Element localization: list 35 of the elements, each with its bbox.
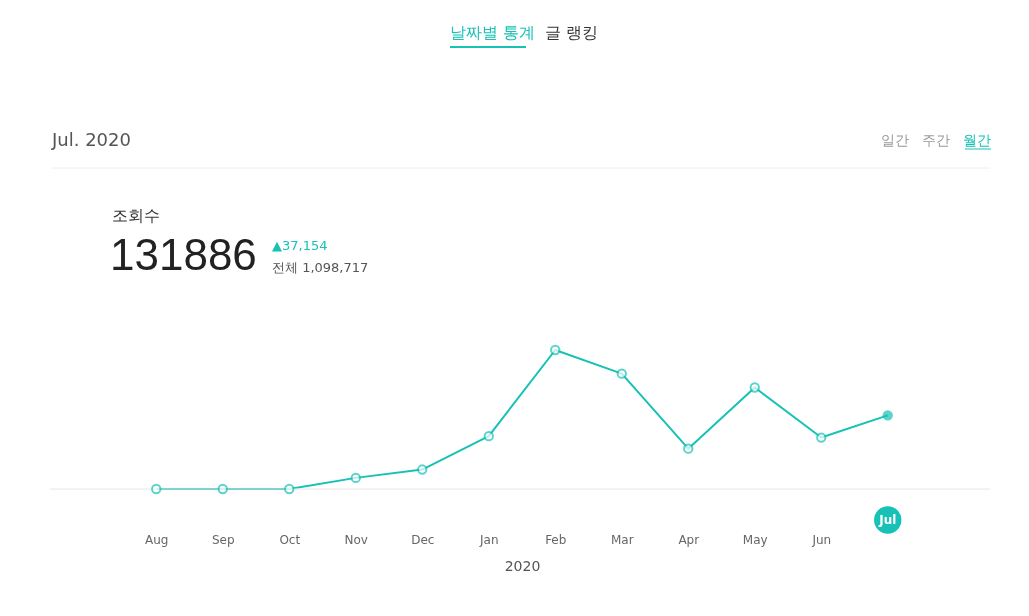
x-axis-title: 2020 bbox=[504, 557, 541, 574]
point bbox=[483, 431, 494, 442]
point bbox=[151, 483, 162, 495]
text: 글 랭킹 bbox=[545, 23, 599, 42]
text: 전체 1,098,717 bbox=[272, 260, 369, 275]
x-tick-label: Jun bbox=[811, 532, 832, 547]
x-tick-label: Sep bbox=[211, 532, 235, 547]
text: 날짜별 통계 bbox=[450, 23, 536, 42]
point bbox=[616, 368, 627, 379]
point bbox=[749, 382, 760, 393]
text: 131886 bbox=[110, 230, 257, 279]
x-tick-label: Jul bbox=[878, 513, 897, 527]
point bbox=[350, 472, 361, 484]
chart-title: Jul. 2020 bbox=[51, 129, 131, 150]
point bbox=[882, 410, 893, 421]
x-tick-label: Nov bbox=[344, 532, 368, 547]
x-tick-label: Feb bbox=[545, 532, 567, 547]
point bbox=[284, 483, 295, 495]
text: 일간 bbox=[881, 132, 909, 148]
x-tick-label: Oct bbox=[279, 532, 301, 547]
text: 주간 bbox=[922, 132, 950, 148]
x-tick-label: Apr bbox=[678, 532, 700, 547]
point bbox=[217, 483, 228, 495]
text: ▲37,154 bbox=[272, 238, 328, 253]
point bbox=[417, 464, 428, 475]
x-tick-label: Jan bbox=[479, 532, 499, 547]
text: 월간 bbox=[963, 132, 991, 148]
x-tick-label: May bbox=[742, 532, 768, 547]
text: 조회수 bbox=[112, 206, 160, 225]
x-tick-label: Aug bbox=[145, 532, 169, 547]
point bbox=[550, 344, 561, 356]
x-tick-label: Dec bbox=[411, 532, 435, 547]
point bbox=[816, 432, 827, 443]
point bbox=[683, 443, 694, 454]
x-tick-label: Mar bbox=[610, 532, 634, 547]
